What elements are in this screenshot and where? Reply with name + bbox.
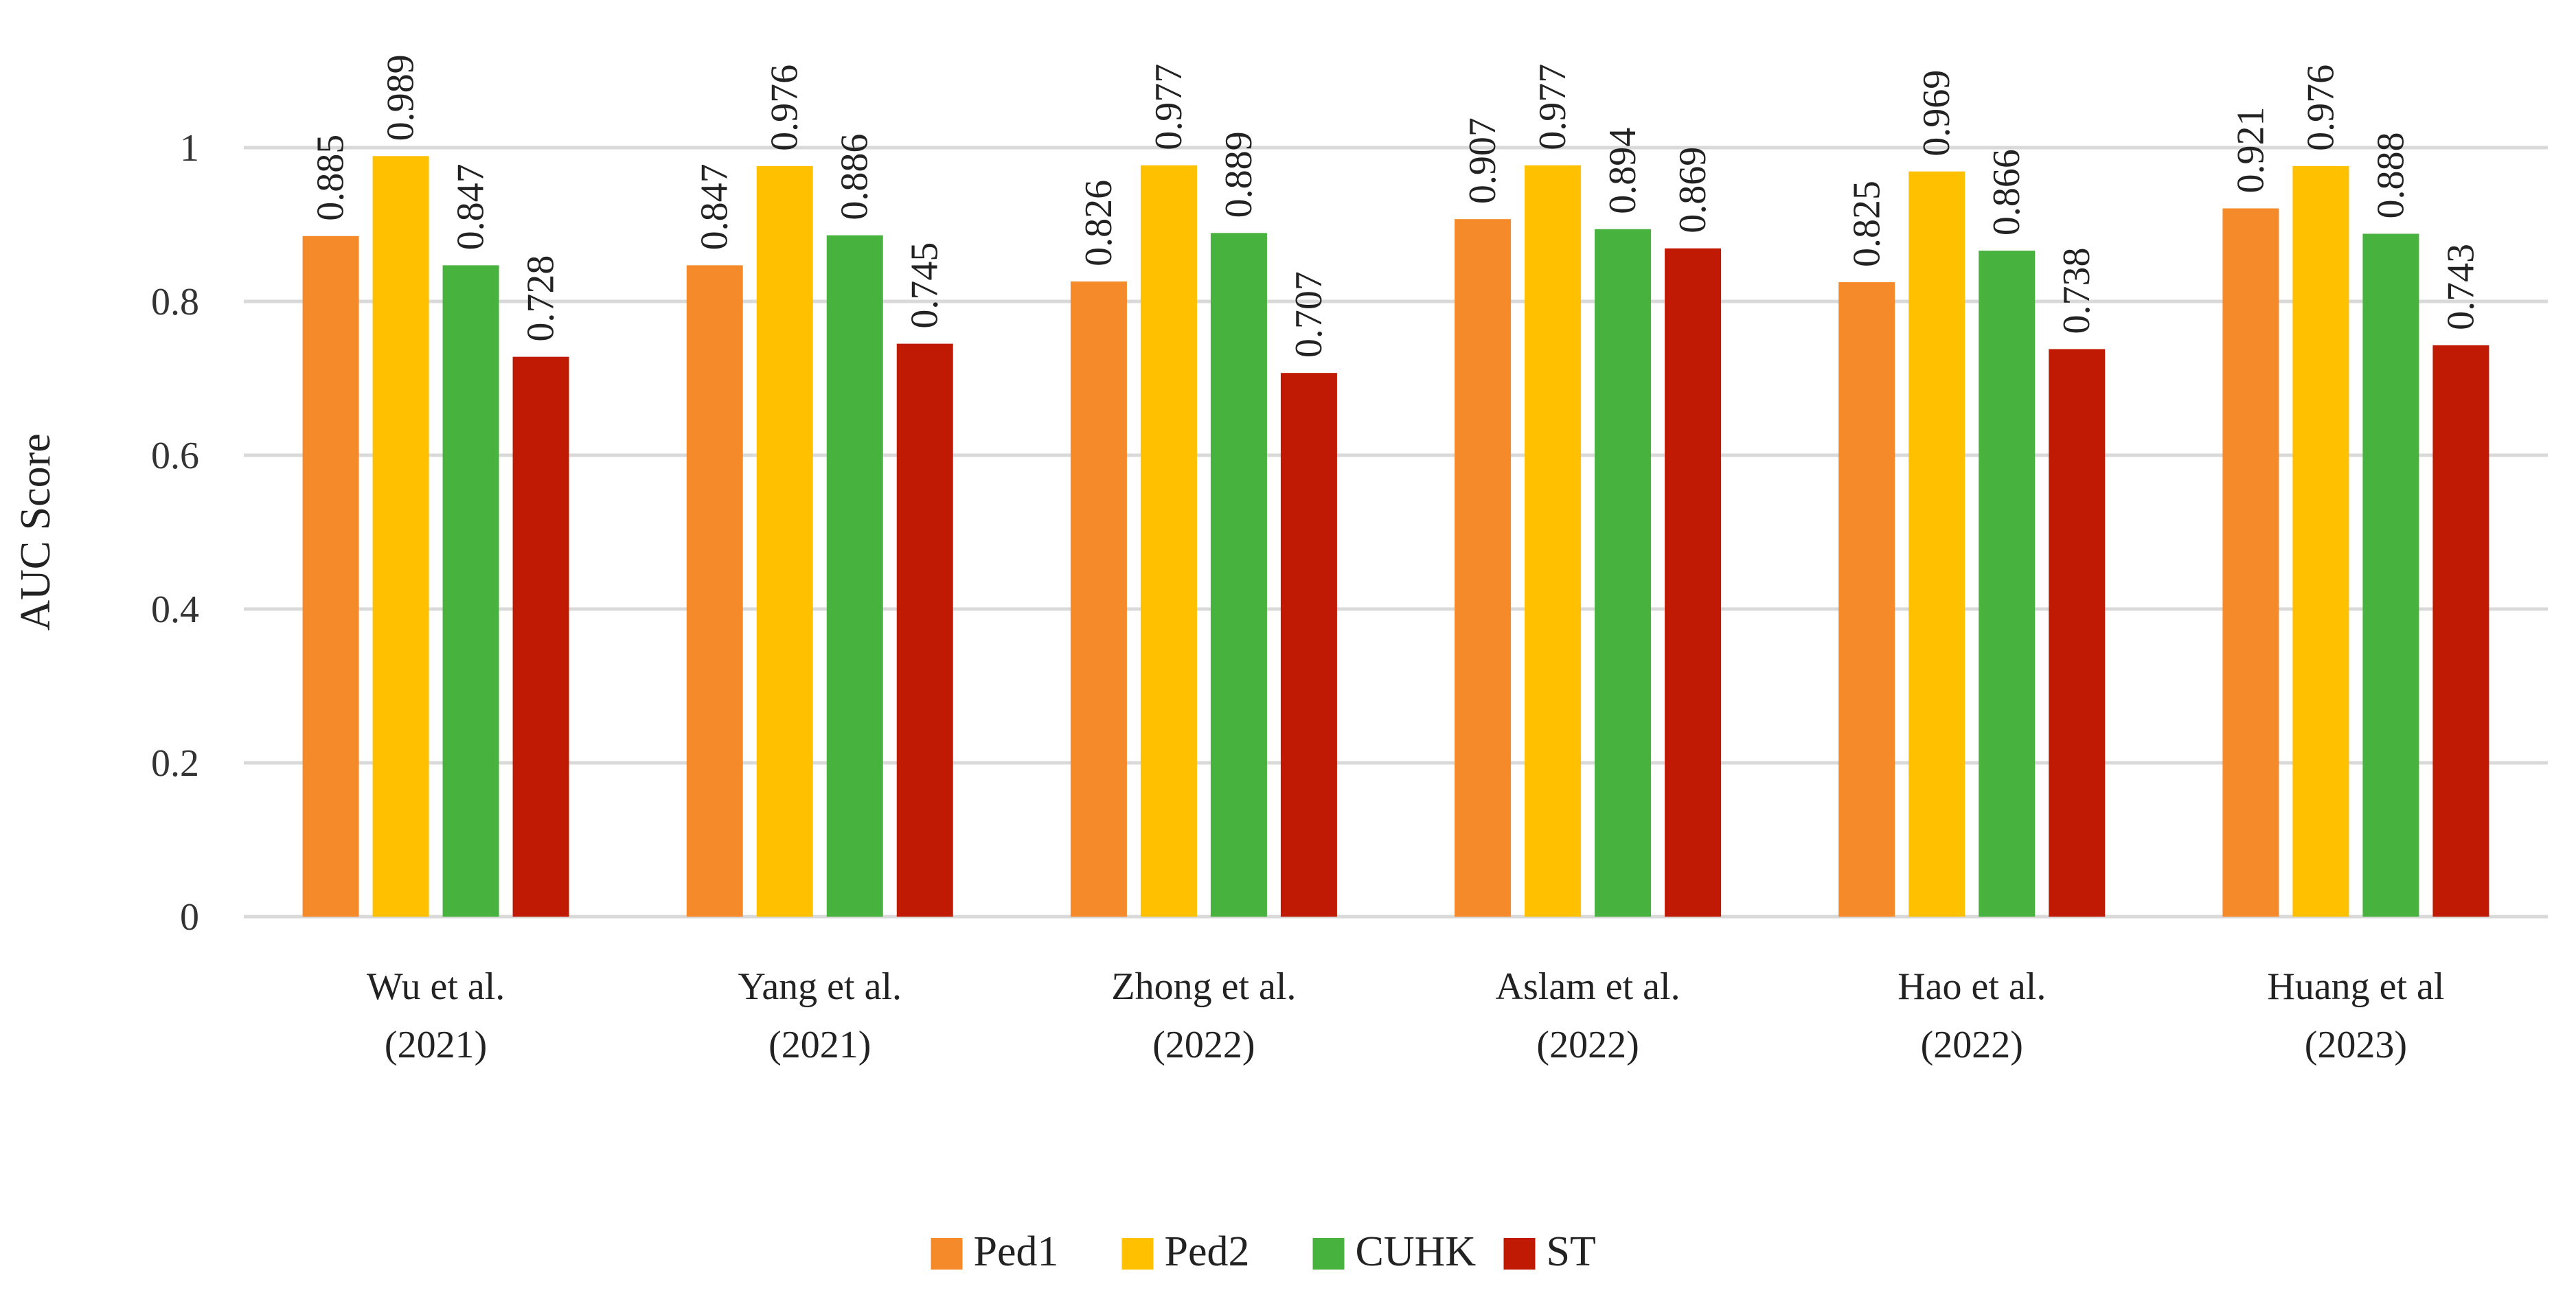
bar-ped2-0 xyxy=(372,156,429,917)
legend-swatch-st xyxy=(1503,1238,1536,1270)
data-label: 0.977 xyxy=(1148,64,1190,150)
bar-st-3 xyxy=(1665,248,1722,917)
data-label: 0.866 xyxy=(1985,149,2028,236)
bar-st-5 xyxy=(2432,345,2489,917)
legend-swatch-cuhk xyxy=(1312,1238,1345,1270)
data-label: 0.743 xyxy=(2439,244,2482,330)
y-tick-label: 0.8 xyxy=(151,281,199,323)
data-label: 0.976 xyxy=(764,65,806,151)
bar-cuhk-0 xyxy=(442,265,499,917)
x-category-label: (2022) xyxy=(1921,1024,2023,1066)
bar-st-0 xyxy=(512,356,569,917)
legend: Ped1 Ped2 CUHK ST xyxy=(931,1228,1596,1275)
y-tick-label: 0.2 xyxy=(151,742,199,785)
y-tick-label: 0.6 xyxy=(151,435,199,477)
bar-st-4 xyxy=(2049,349,2106,917)
bars xyxy=(302,156,2489,917)
data-label: 0.969 xyxy=(1915,70,1958,157)
bar-ped1-0 xyxy=(302,236,359,917)
legend-swatch-ped2 xyxy=(1121,1238,1154,1270)
data-label: 0.728 xyxy=(520,255,562,342)
bar-ped2-5 xyxy=(2292,165,2349,917)
y-axis-ticks: 0 0.2 0.4 0.6 0.8 1 xyxy=(151,127,199,939)
x-category-label: Wu et al. xyxy=(367,965,505,1008)
data-label: 0.886 xyxy=(834,134,876,220)
data-label: 0.745 xyxy=(904,242,946,329)
bar-ped2-2 xyxy=(1140,165,1197,917)
data-label: 0.885 xyxy=(310,135,352,221)
y-tick-label: 0.4 xyxy=(151,588,199,631)
bar-ped1-5 xyxy=(2222,208,2279,917)
bar-ped1-1 xyxy=(686,265,743,917)
bar-ped1-4 xyxy=(1838,282,1895,917)
data-label: 0.826 xyxy=(1078,180,1120,266)
x-category-label: (2021) xyxy=(385,1024,487,1066)
bar-cuhk-5 xyxy=(2362,233,2419,917)
x-category-label: Hao et al. xyxy=(1897,965,2046,1008)
x-category-label: (2022) xyxy=(1536,1024,1639,1066)
x-category-label: (2022) xyxy=(1152,1024,1255,1066)
data-label: 0.847 xyxy=(694,163,736,250)
x-category-label: (2021) xyxy=(768,1024,871,1066)
data-label: 0.707 xyxy=(1288,271,1330,358)
data-label: 0.921 xyxy=(2229,106,2272,193)
bar-ped1-2 xyxy=(1070,281,1127,917)
bar-cuhk-2 xyxy=(1210,233,1267,917)
x-category-label: Huang et al xyxy=(2267,965,2444,1008)
bar-ped2-1 xyxy=(756,165,813,917)
legend-swatch-ped1 xyxy=(931,1238,963,1270)
bar-ped2-3 xyxy=(1525,165,1582,917)
data-labels: 0.885 0.989 0.847 0.728 0.847 0.976 0.886 0.745… xyxy=(310,54,2483,358)
data-label: 0.825 xyxy=(1845,181,1888,267)
x-category-label: Yang et al. xyxy=(738,965,902,1008)
legend-label-ped2: Ped2 xyxy=(1165,1228,1250,1275)
data-label: 0.869 xyxy=(1672,147,1714,233)
legend-label-ped1: Ped1 xyxy=(974,1228,1059,1275)
bar-st-1 xyxy=(896,343,953,917)
x-category-label: Aslam et al. xyxy=(1496,965,1680,1008)
y-tick-label: 1 xyxy=(180,127,199,170)
x-category-label: Zhong et al. xyxy=(1111,965,1296,1008)
bar-ped1-3 xyxy=(1455,219,1512,917)
x-axis-categories: Wu et al. (2021) Yang et al. (2021) Zhong et… xyxy=(367,965,2445,1066)
bar-cuhk-1 xyxy=(826,235,883,917)
legend-label-st: ST xyxy=(1547,1228,1596,1275)
data-label: 0.976 xyxy=(2299,65,2342,151)
data-label: 0.989 xyxy=(380,54,422,141)
x-category-label: (2023) xyxy=(2305,1024,2407,1066)
data-label: 0.847 xyxy=(450,163,492,250)
bar-cuhk-3 xyxy=(1595,229,1652,917)
data-label: 0.894 xyxy=(1602,128,1644,214)
data-label: 0.888 xyxy=(2369,132,2412,218)
gridlines xyxy=(244,146,2548,919)
data-label: 0.977 xyxy=(1531,64,1574,150)
bar-cuhk-4 xyxy=(1979,251,2036,917)
y-tick-label: 0 xyxy=(180,896,199,939)
data-label: 0.907 xyxy=(1461,117,1504,204)
data-label: 0.738 xyxy=(2055,247,2098,334)
data-label: 0.889 xyxy=(1218,131,1260,218)
bar-st-2 xyxy=(1280,373,1337,917)
legend-label-cuhk: CUHK xyxy=(1356,1228,1477,1275)
y-axis-title: AUC Score xyxy=(12,433,59,631)
bar-ped2-4 xyxy=(1908,171,1965,917)
